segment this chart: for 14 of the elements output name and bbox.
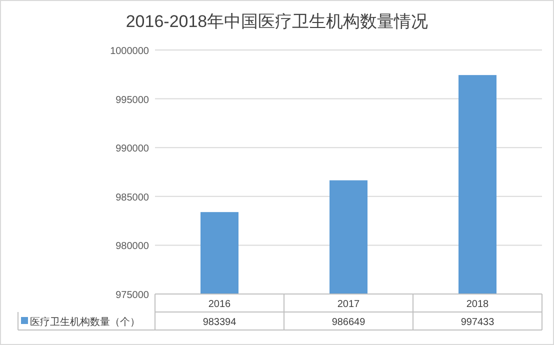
x-tick-label: 2017 [337,299,360,310]
data-label: 997433 [460,317,495,328]
x-tick-label: 2018 [466,299,490,310]
y-tick-label: 990000 [116,144,150,155]
x-tick-label: 2016 [208,299,232,310]
data-label: 983394 [202,317,237,328]
y-tick-label: 980000 [116,241,150,252]
data-label: 986649 [332,317,366,328]
legend-label: 医疗卫生机构数量（个） [30,316,140,328]
y-tick-label: 1000000 [110,46,150,57]
y-tick-label: 995000 [116,94,150,106]
y-tick-label: 985000 [116,192,150,204]
chart-title: 2016-2018年中国医疗卫生机构数量情况 [126,12,428,31]
y-tick-label: 975000 [116,290,150,301]
